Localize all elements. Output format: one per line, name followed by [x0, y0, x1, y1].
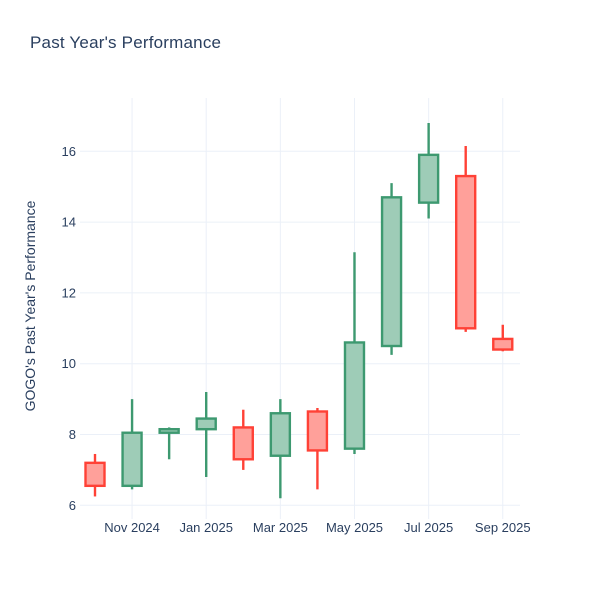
x-tick-label: May 2025 — [326, 520, 383, 535]
candle-apr-2025[interactable] — [306, 407, 329, 490]
candle-feb-2025[interactable] — [232, 409, 254, 470]
candle-body — [455, 174, 477, 330]
candle-body — [417, 153, 440, 204]
candle-body — [343, 341, 366, 450]
x-tick-label: Jul 2025 — [404, 520, 453, 535]
candle-dec-2024[interactable] — [158, 427, 180, 460]
candle-body — [380, 196, 403, 348]
candle-body — [195, 417, 217, 431]
candle-nov-2024[interactable] — [121, 399, 143, 490]
y-tick-label: 16 — [62, 144, 76, 159]
candle-body — [158, 427, 180, 434]
y-tick-label: 6 — [69, 498, 76, 513]
x-tick-label: Jan 2025 — [179, 520, 233, 535]
candle-body — [121, 431, 143, 488]
y-tick-label: 8 — [69, 427, 76, 442]
x-tick-label: Nov 2024 — [104, 520, 160, 535]
y-tick-label: 14 — [62, 215, 76, 230]
x-tick-label: Mar 2025 — [253, 520, 308, 535]
candle-body — [492, 337, 514, 351]
candle-oct-2024[interactable] — [84, 453, 106, 497]
candle-aug-2025[interactable] — [455, 145, 477, 332]
candle-body — [306, 410, 329, 452]
candle-may-2025[interactable] — [343, 252, 366, 454]
candle-sep-2025[interactable] — [492, 324, 514, 352]
candle-jun-2025[interactable] — [380, 183, 403, 355]
candle-body — [232, 426, 254, 461]
y-tick-label: 12 — [62, 285, 76, 300]
chart-title: Past Year's Performance — [30, 33, 222, 52]
candle-body — [84, 461, 106, 488]
y-tick-label: 10 — [62, 356, 76, 371]
candle-body — [269, 412, 292, 457]
candle-jul-2025[interactable] — [417, 122, 440, 219]
x-tick-label: Sep 2025 — [475, 520, 531, 535]
candle-mar-2025[interactable] — [269, 399, 292, 499]
candle-jan-2025[interactable] — [195, 392, 217, 477]
